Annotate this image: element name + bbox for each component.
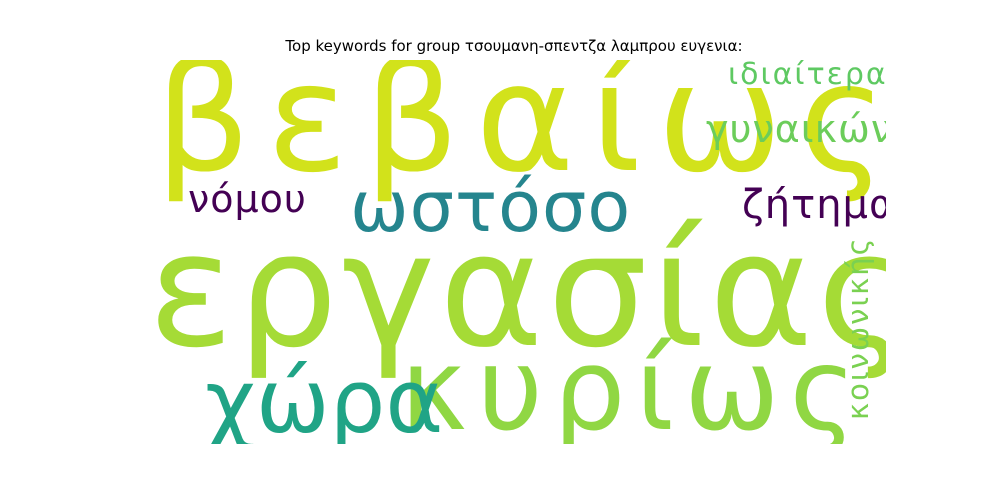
- wordcloud-canvas: εργασίας βεβαίως κυρίως ωστόσο χώρα νόμο…: [150, 60, 886, 444]
- word-wstoso: ωστόσο: [350, 166, 632, 248]
- figure-title: Top keywords for group τσουμανη-σπεντζα …: [285, 37, 743, 55]
- word-kyrios: κυρίως: [400, 323, 867, 445]
- word-idiaitera: ιδιαίτερα: [728, 60, 886, 92]
- word-gynaikwn: γυναικών: [706, 107, 886, 151]
- word-zitima: ζήτημα: [742, 182, 886, 228]
- word-vevaios: βεβαίως: [155, 60, 886, 206]
- word-xwra: χώρα: [205, 350, 444, 445]
- word-koinwnikis: κοινωνικής: [841, 236, 875, 420]
- word-ergasias: εργασίας: [150, 199, 886, 383]
- word-nomou: νόμου: [188, 177, 307, 221]
